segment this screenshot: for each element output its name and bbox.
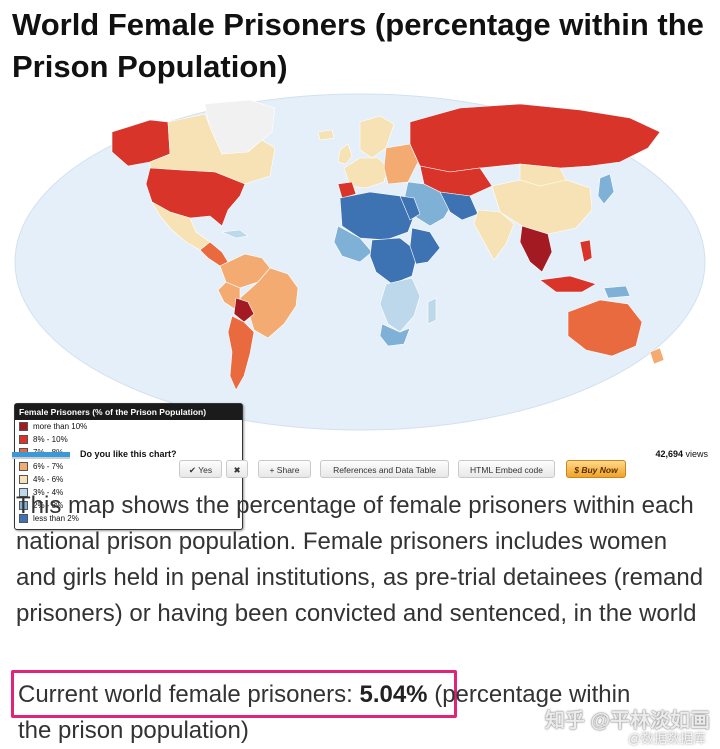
references-button[interactable]: References and Data Table bbox=[320, 460, 449, 478]
page-title: World Female Prisoners (percentage withi… bbox=[12, 7, 704, 84]
country-bolivia bbox=[233, 297, 255, 323]
rating-bar bbox=[12, 452, 70, 457]
country-southeast-asia bbox=[519, 225, 553, 273]
current-stat-tail-2: the prison population) bbox=[18, 717, 249, 744]
highlight-box bbox=[11, 670, 457, 718]
country-east-africa bbox=[409, 227, 441, 265]
country-southern-africa bbox=[379, 277, 421, 333]
legend-swatch bbox=[19, 435, 28, 445]
view-count-suffix: views bbox=[685, 449, 708, 459]
current-stat-label: Current world female prisoners: bbox=[18, 681, 360, 708]
country-china bbox=[491, 179, 593, 235]
legend-item: 8% - 10% bbox=[15, 433, 242, 446]
legend-item: more than 10% bbox=[15, 420, 242, 433]
country-egypt bbox=[399, 195, 421, 221]
view-count-number: 42,694 bbox=[655, 449, 683, 459]
watermark-secondary: @数据数据库 bbox=[627, 731, 706, 746]
legend-item: 3% - 4% bbox=[15, 486, 242, 499]
legend-swatch bbox=[19, 422, 28, 432]
watermark: 知乎 @平林淡如画 bbox=[544, 710, 710, 732]
yes-button[interactable]: ✔ Yes bbox=[179, 460, 222, 478]
share-button[interactable]: + Share bbox=[258, 460, 311, 478]
country-indonesia bbox=[539, 275, 597, 293]
country-caribbean bbox=[220, 229, 249, 239]
legend-item: 4% - 6% bbox=[15, 473, 242, 486]
country-iberia bbox=[337, 181, 357, 199]
legend-swatch bbox=[19, 461, 28, 471]
legend-item: 2% - 3% bbox=[15, 499, 242, 512]
country-uk bbox=[337, 143, 353, 165]
country-canada bbox=[149, 113, 276, 185]
no-button[interactable]: ✖ bbox=[226, 460, 248, 478]
country-west-africa bbox=[333, 225, 373, 263]
embed-code-button[interactable]: HTML Embed code bbox=[458, 460, 555, 478]
legend-label: less than 2% bbox=[33, 514, 79, 524]
legend-item: 6% - 7% bbox=[15, 460, 242, 473]
legend-label: 4% - 6% bbox=[33, 474, 64, 484]
legend-swatch bbox=[19, 488, 28, 498]
current-stat-value: 5.04% bbox=[359, 681, 428, 708]
chart-toolbar: ✔ Yes ✖ + Share References and Data Tabl… bbox=[0, 460, 720, 480]
vote-question: Do you like this chart? bbox=[80, 449, 177, 459]
legend-swatch bbox=[19, 514, 28, 524]
country-japan bbox=[597, 173, 615, 205]
country-north-africa bbox=[339, 191, 415, 241]
world-map-svg bbox=[14, 93, 706, 431]
country-philippines bbox=[579, 239, 593, 263]
legend-label: 6% - 7% bbox=[33, 461, 64, 471]
current-stat-line: Current world female prisoners: 5.04% (p… bbox=[18, 677, 630, 713]
legend-swatch bbox=[19, 501, 28, 511]
country-new-zealand bbox=[649, 347, 665, 365]
country-argentina-chile bbox=[227, 315, 255, 391]
description-text: This map shows the percentage of female … bbox=[16, 492, 704, 627]
country-india bbox=[473, 209, 515, 261]
country-iceland bbox=[317, 129, 335, 141]
legend-item: less than 2% bbox=[15, 512, 242, 525]
country-australia bbox=[567, 299, 643, 357]
legend-label: 8% - 10% bbox=[33, 435, 68, 445]
view-count: 42,694 views bbox=[655, 449, 708, 459]
legend-title: Female Prisoners (% of the Prison Popula… bbox=[15, 404, 242, 420]
legend-swatch bbox=[19, 474, 28, 484]
country-madagascar bbox=[427, 297, 437, 325]
country-iran bbox=[439, 191, 479, 221]
world-map[interactable]: Female Prisoners (% of the Prison Popula… bbox=[0, 92, 720, 530]
legend-label: 2% - 3% bbox=[33, 501, 64, 511]
legend-label: 3% - 4% bbox=[33, 488, 64, 498]
buy-now-button[interactable]: $ Buy Now bbox=[566, 460, 626, 478]
country-south-africa bbox=[379, 323, 411, 347]
rating-bar-track bbox=[12, 457, 70, 459]
current-stat-tail: (percentage within bbox=[434, 681, 631, 708]
country-png bbox=[603, 285, 631, 299]
legend-label: more than 10% bbox=[33, 422, 88, 432]
